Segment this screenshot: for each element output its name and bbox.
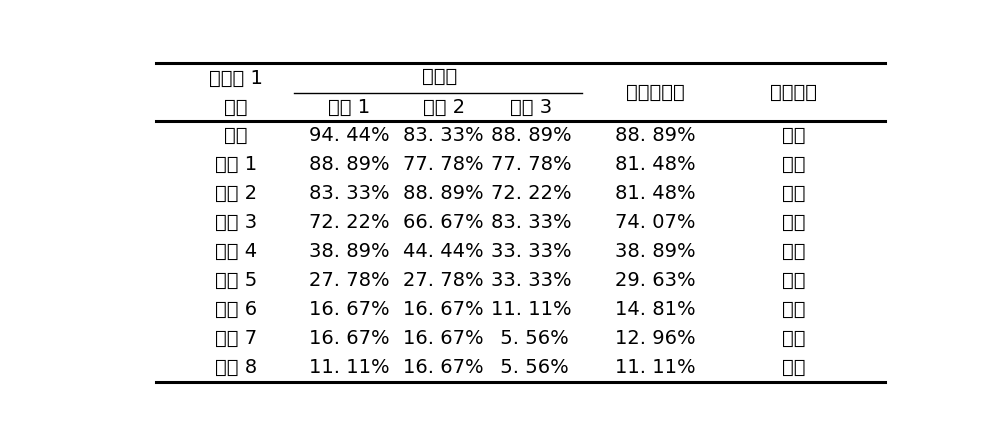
Text: 88. 89%: 88. 89%	[491, 126, 571, 146]
Text: 16. 67%: 16. 67%	[309, 329, 389, 348]
Text: 处理 1: 处理 1	[215, 156, 257, 174]
Text: 81. 48%: 81. 48%	[615, 156, 695, 174]
Text: 一般: 一般	[782, 156, 805, 174]
Text: 16. 67%: 16. 67%	[309, 300, 389, 319]
Text: 72. 22%: 72. 22%	[309, 213, 389, 232]
Text: 处理: 处理	[224, 98, 248, 117]
Text: 81. 48%: 81. 48%	[615, 184, 695, 203]
Text: 11. 11%: 11. 11%	[615, 358, 695, 377]
Text: 83. 33%: 83. 33%	[403, 126, 484, 146]
Text: 27. 78%: 27. 78%	[403, 271, 484, 290]
Text: 良好: 良好	[782, 329, 805, 348]
Text: 74. 07%: 74. 07%	[615, 213, 695, 232]
Text: 重复 3: 重复 3	[510, 98, 552, 117]
Text: 重复 1: 重复 1	[328, 98, 370, 117]
Text: 处理 6: 处理 6	[215, 300, 257, 319]
Text: 良好: 良好	[782, 184, 805, 203]
Text: 重复 2: 重复 2	[423, 98, 465, 117]
Text: 良好: 良好	[782, 213, 805, 232]
Text: 88. 89%: 88. 89%	[615, 126, 695, 146]
Text: 处理 8: 处理 8	[215, 358, 257, 377]
Text: 16. 67%: 16. 67%	[403, 358, 484, 377]
Text: 38. 89%: 38. 89%	[309, 242, 389, 261]
Text: 处理 2: 处理 2	[215, 184, 257, 203]
Text: 平均褐化率: 平均褐化率	[626, 83, 684, 101]
Text: 88. 89%: 88. 89%	[309, 156, 389, 174]
Text: 14. 81%: 14. 81%	[615, 300, 695, 319]
Text: 很好: 很好	[782, 242, 805, 261]
Text: 一般: 一般	[782, 126, 805, 146]
Text: 88. 89%: 88. 89%	[403, 184, 484, 203]
Text: 5. 56%: 5. 56%	[494, 329, 569, 348]
Text: 处理 4: 处理 4	[215, 242, 257, 261]
Text: 44. 44%: 44. 44%	[403, 242, 484, 261]
Text: 褐化率: 褐化率	[422, 67, 458, 86]
Text: 生长状态: 生长状态	[770, 83, 817, 101]
Text: 12. 96%: 12. 96%	[615, 329, 695, 348]
Text: 83. 33%: 83. 33%	[491, 213, 571, 232]
Text: 处理 7: 处理 7	[215, 329, 257, 348]
Text: 一般: 一般	[782, 358, 805, 377]
Text: 5. 56%: 5. 56%	[494, 358, 569, 377]
Text: 27. 78%: 27. 78%	[309, 271, 389, 290]
Text: 旺盛: 旺盛	[782, 271, 805, 290]
Text: 11. 11%: 11. 11%	[491, 300, 571, 319]
Text: 77. 78%: 77. 78%	[403, 156, 484, 174]
Text: 对照: 对照	[224, 126, 248, 146]
Text: 旺盛: 旺盛	[782, 300, 805, 319]
Text: 处理 3: 处理 3	[215, 213, 257, 232]
Text: 16. 67%: 16. 67%	[403, 300, 484, 319]
Text: 83. 33%: 83. 33%	[309, 184, 389, 203]
Text: 66. 67%: 66. 67%	[403, 213, 484, 232]
Text: 实施例 1: 实施例 1	[209, 69, 263, 88]
Text: 11. 11%: 11. 11%	[309, 358, 389, 377]
Text: 77. 78%: 77. 78%	[491, 156, 571, 174]
Text: 16. 67%: 16. 67%	[403, 329, 484, 348]
Text: 33. 33%: 33. 33%	[491, 271, 571, 290]
Text: 94. 44%: 94. 44%	[309, 126, 389, 146]
Text: 72. 22%: 72. 22%	[491, 184, 571, 203]
Text: 38. 89%: 38. 89%	[615, 242, 695, 261]
Text: 处理 5: 处理 5	[215, 271, 257, 290]
Text: 33. 33%: 33. 33%	[491, 242, 571, 261]
Text: 29. 63%: 29. 63%	[615, 271, 695, 290]
